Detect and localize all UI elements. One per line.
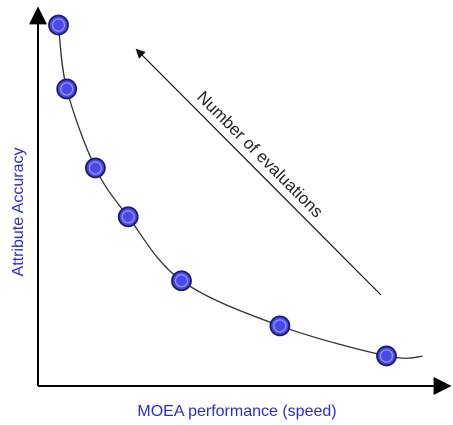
data-point-highlight-6 [273,319,287,333]
data-point-5 [171,270,192,292]
data-point-highlight-7 [379,349,394,363]
pareto-curve [57,24,423,359]
data-point-highlight-4 [121,210,135,224]
data-point-4 [117,206,139,228]
data-point-highlight-3 [88,161,103,175]
data-point-highlight-5 [174,274,189,288]
data-point-highlight-1 [51,18,66,32]
y-axis-label: Attribute Accuracy [10,148,27,277]
data-point-2 [56,78,78,100]
data-point-highlight-2 [60,82,74,96]
data-point-6 [269,315,291,337]
annotation-label: Number of evaluations [193,87,327,221]
data-point-3 [85,157,106,179]
data-points [48,14,397,367]
data-point-7 [376,345,397,367]
data-point-1 [48,14,69,36]
evaluations-arrow [135,48,382,296]
x-axis-label: MOEA performance (speed) [137,403,336,420]
